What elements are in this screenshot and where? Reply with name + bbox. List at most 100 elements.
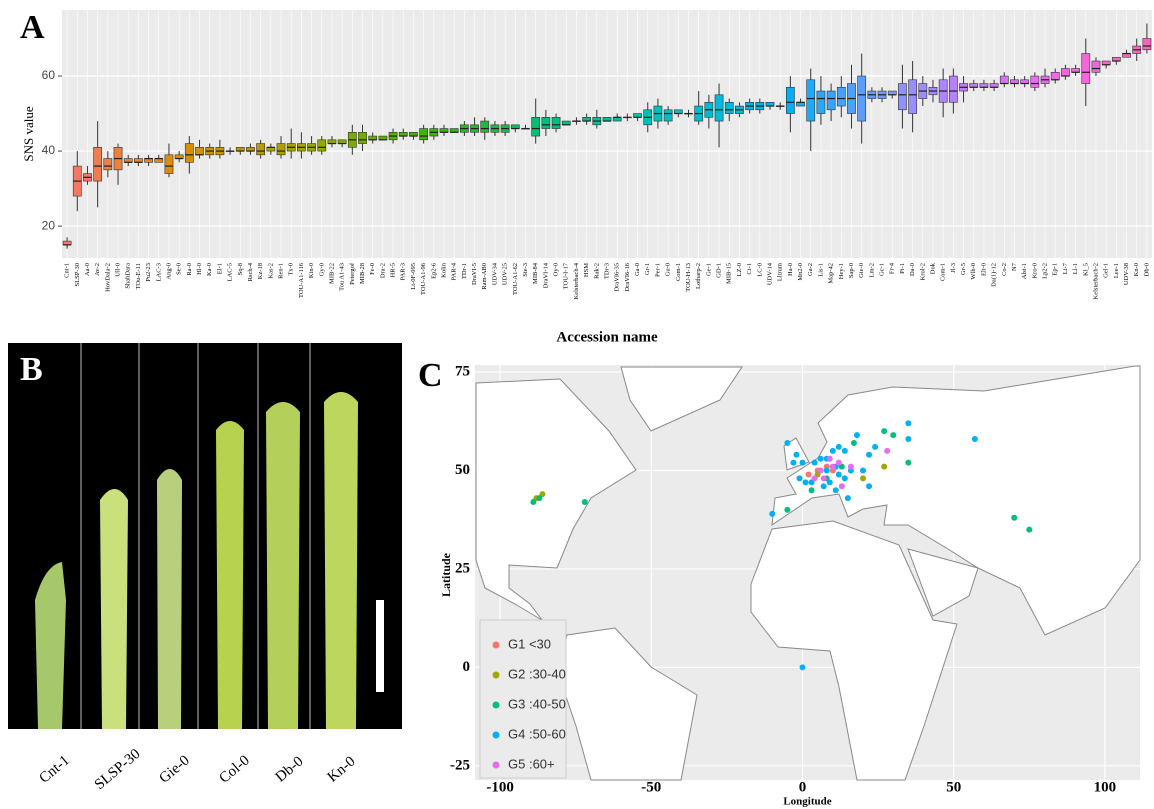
x-tick-label: MIB-28	[359, 263, 366, 284]
box	[724, 101, 734, 114]
x-tick-label: Mn2-0	[797, 263, 804, 281]
point	[905, 459, 912, 466]
point	[530, 499, 537, 506]
point	[847, 463, 854, 470]
x-tick-label: Gc-1	[879, 263, 886, 276]
x-tick-label: HR-5	[390, 263, 397, 277]
x-tick-label: Ga-2	[807, 263, 814, 276]
x-tick-label: Pu2-23	[145, 263, 152, 282]
box	[480, 120, 490, 133]
x-tick-label: HSM	[583, 263, 590, 277]
x-tick-label: -50	[641, 779, 661, 795]
box	[806, 79, 816, 122]
x-tick-label: Ha-0	[787, 263, 794, 276]
x-tick-label: Rak-2	[593, 263, 600, 279]
point	[884, 447, 891, 454]
x-tick-label: SLSP-30	[74, 263, 81, 286]
x-tick-label: DraVI6-35	[614, 263, 621, 292]
x-tick-label: Kin-0	[308, 263, 315, 278]
point	[769, 510, 776, 517]
point	[823, 467, 830, 474]
x-tick-label: Oy-0	[553, 263, 560, 276]
x-tick-label: Rsch-4	[247, 262, 254, 281]
x-tick-label: Hl-0	[196, 263, 203, 275]
x-tick-label: Kolin	[440, 262, 447, 278]
box	[1142, 38, 1152, 51]
legend-swatch	[492, 641, 500, 649]
sample-label: Col-0	[216, 752, 252, 786]
x-tick-label: Tou A1-43	[339, 263, 346, 291]
box	[317, 139, 327, 152]
x-tick-label: Ct-1	[746, 263, 753, 275]
x-tick-label: TOU-A1-62	[512, 263, 519, 295]
x-tick-label: Lp2-2	[1042, 263, 1049, 279]
point	[802, 479, 809, 486]
x-tick-label: Ka-0	[206, 263, 213, 276]
box	[256, 143, 266, 156]
x-tick-label: Co-2	[1001, 263, 1008, 276]
x-tick-label: MIB-15	[726, 263, 733, 284]
box	[103, 158, 113, 171]
x-tick-label: TOU-I-17	[563, 262, 570, 289]
point	[784, 506, 791, 513]
point	[971, 436, 978, 443]
points-layer	[530, 420, 1033, 671]
point	[872, 443, 879, 450]
x-tick-label: TDr-3	[603, 263, 610, 279]
sample-label: Cnt-1	[36, 752, 72, 786]
legend-label: G5 :60+	[508, 756, 555, 771]
point	[866, 451, 873, 458]
box	[663, 109, 673, 122]
y-tick-label: 0	[463, 659, 471, 675]
x-tick-label: Fr-4	[889, 262, 896, 274]
x-tick-label: El-1	[216, 263, 223, 274]
x-tick-label: Lt-0F-095	[410, 263, 417, 290]
point	[829, 463, 836, 470]
point	[905, 420, 912, 427]
x-tick-label: UDV-14	[766, 262, 773, 285]
x-tick-label: TOu-E-11	[135, 263, 142, 289]
box	[195, 147, 204, 156]
x-axis-title: Longitude	[783, 796, 831, 808]
x-tick-label: Fe-0	[369, 263, 376, 275]
panel-label: A	[20, 9, 45, 46]
box	[531, 117, 541, 137]
box	[826, 90, 836, 111]
legend-swatch	[492, 731, 500, 739]
x-tick-label: Kro-0	[1031, 263, 1038, 279]
box	[1030, 75, 1040, 88]
x-tick-label: Db-0	[1143, 263, 1150, 276]
x-tick-label: Ste-3	[522, 263, 529, 277]
y-tick-label: 50	[455, 462, 470, 478]
legend-swatch	[492, 761, 500, 769]
x-tick-label: Alst-1	[1021, 263, 1028, 279]
box	[898, 83, 907, 111]
panel-label: C	[418, 357, 443, 394]
legend-swatch	[492, 701, 500, 709]
x-tick-label: Krol-2	[919, 263, 926, 280]
x-tick-label: TOU-A1-96	[420, 262, 427, 295]
x-tick-label: Wlh-0	[970, 263, 977, 280]
x-tick-label: HovDala-2	[104, 263, 111, 292]
siliques	[35, 392, 358, 729]
box	[908, 79, 917, 114]
point	[1011, 514, 1018, 521]
x-tick-label: Kelsterbach-2	[1092, 263, 1099, 299]
point	[835, 471, 842, 478]
panel-label: B	[20, 351, 43, 388]
legend-label: G4 :50-60	[508, 726, 566, 741]
point	[853, 432, 860, 439]
x-tick-label: N7	[1011, 262, 1018, 271]
sample-labels: Cnt-1 SLSP-30 Gie-0 Col-0 Db-0 Kn-0	[36, 746, 358, 793]
point	[832, 487, 839, 494]
legend-label: G2 :30-40	[508, 666, 566, 681]
box	[714, 94, 724, 122]
x-tick-label: Gu-0	[665, 263, 672, 276]
point	[817, 467, 824, 474]
point	[811, 475, 818, 482]
box	[785, 86, 795, 114]
y-tick-label: 60	[42, 68, 56, 82]
box	[551, 117, 561, 129]
point	[881, 428, 888, 435]
